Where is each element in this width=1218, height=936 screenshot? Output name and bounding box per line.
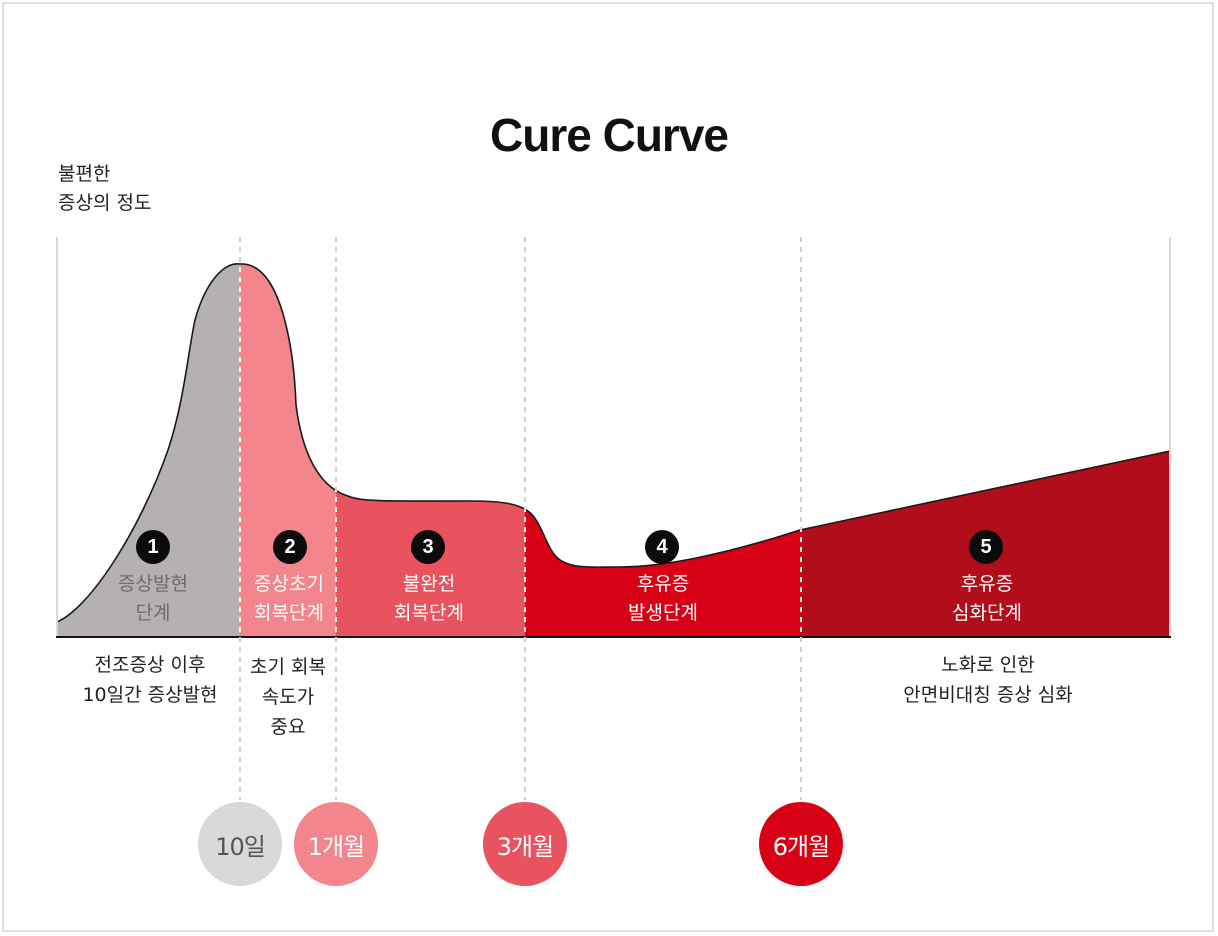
stage-3-label-line-1: 불완전 (402, 573, 456, 595)
stage-1-label: 증상발현 단계 (118, 570, 188, 628)
stage-2-label-line-2: 회복단계 (254, 602, 324, 624)
stage-5-description-line-1: 노화로 인한 (941, 654, 1035, 676)
stage-5-label-line-2: 심화단계 (952, 602, 1022, 624)
timeline-6-months: 6개월 (759, 802, 843, 886)
y-axis-label-line-2: 증상의 정도 (58, 192, 152, 214)
timeline-1-month: 1개월 (294, 802, 378, 886)
diagram-title: Cure Curve (490, 109, 729, 161)
stage-2-badge: 2 (273, 530, 307, 564)
stage-1-description: 전조증상 이후 10일간 증상발현 (82, 650, 217, 710)
stage-2-description-line-1: 초기 회복 (250, 656, 326, 678)
stage-3-label: 불완전 회복단계 (394, 570, 464, 628)
stage-4-label-line-2: 발생단계 (628, 602, 698, 624)
curve-outline (56, 263, 1171, 623)
stage-2-description-line-2: 속도가 (261, 686, 315, 708)
stage-4-label: 후유증 발생단계 (628, 570, 698, 628)
stage-1-badge: 1 (136, 530, 170, 564)
y-axis-label-line-1: 불편한 (58, 163, 111, 185)
stage-5-description: 노화로 인한 안면비대칭 증상 심화 (903, 650, 1072, 710)
stage-1-description-line-1: 전조증상 이후 (94, 654, 206, 676)
stage-1-label-line-2: 단계 (135, 602, 171, 624)
stage-1-description-line-2: 10일간 증상발현 (82, 684, 218, 706)
stage-5-description-line-2: 안면비대칭 증상 심화 (903, 684, 1073, 706)
stage-4-label-line-1: 후유증 (636, 573, 690, 595)
stage-2-label: 증상초기 회복단계 (254, 570, 324, 628)
timeline-3-months: 3개월 (483, 802, 567, 886)
stage-5-label-line-1: 후유증 (960, 573, 1014, 595)
y-axis-label: 불편한 증상의 정도 (58, 160, 151, 218)
stage-3-label-line-2: 회복단계 (394, 602, 464, 624)
timeline-10-days: 10일 (198, 802, 282, 886)
stage-2-label-line-1: 증상초기 (254, 573, 324, 595)
stage-4-badge: 4 (645, 530, 679, 564)
stage-2-description-line-3: 중요 (270, 716, 306, 738)
stage-5-label: 후유증 심화단계 (952, 570, 1022, 628)
stage-1-label-line-1: 증상발현 (118, 573, 188, 595)
stage-2-description: 초기 회복 속도가 중요 (250, 652, 326, 742)
stage-5-badge: 5 (969, 530, 1003, 564)
stage-3-badge: 3 (411, 530, 445, 564)
